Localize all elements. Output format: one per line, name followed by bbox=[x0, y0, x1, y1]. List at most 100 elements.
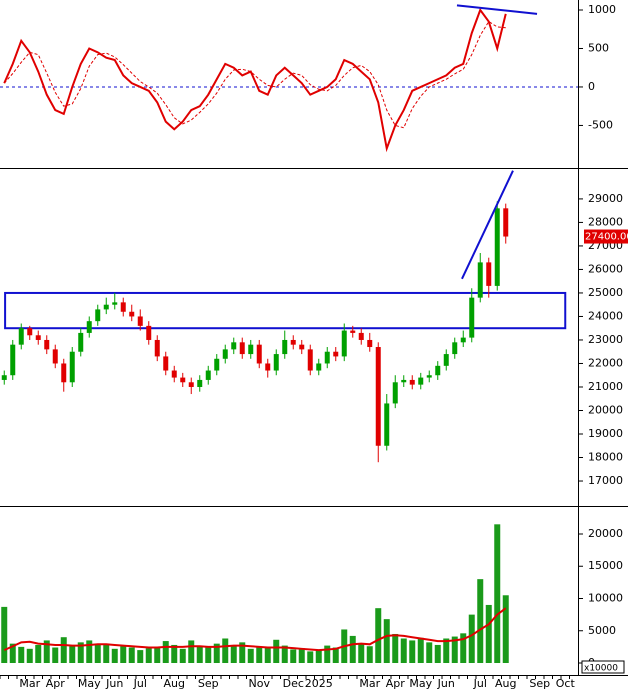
volume-bar bbox=[145, 648, 152, 664]
candle-body bbox=[1, 375, 7, 380]
volume-bar bbox=[213, 643, 220, 664]
volume-bar bbox=[247, 648, 254, 664]
candle-body bbox=[112, 302, 118, 305]
y-tick-label: 21000 bbox=[588, 380, 623, 393]
volume-bar bbox=[400, 638, 407, 664]
volume-bar bbox=[307, 651, 314, 664]
candle-body bbox=[231, 342, 237, 350]
volume-bar bbox=[128, 647, 135, 664]
candle-body bbox=[477, 262, 483, 298]
candle-body bbox=[265, 363, 271, 371]
volume-bar bbox=[18, 646, 25, 664]
x-tick-label: Mar bbox=[359, 677, 380, 690]
volume-bar bbox=[179, 648, 186, 664]
trendline bbox=[456, 4, 538, 15]
volume-bar bbox=[60, 637, 67, 664]
volume-bar bbox=[137, 650, 144, 664]
candle-body bbox=[494, 208, 500, 286]
volume-bar bbox=[366, 646, 373, 664]
volume-bar bbox=[409, 640, 416, 664]
candle-body bbox=[27, 328, 33, 336]
x-tick-label: May bbox=[409, 677, 432, 690]
candle-body bbox=[307, 349, 313, 371]
y-tick-label: 28000 bbox=[588, 215, 623, 228]
y-tick-label: 26000 bbox=[588, 262, 623, 275]
candle-body bbox=[486, 262, 492, 286]
candle-body bbox=[137, 316, 143, 326]
volume-bar bbox=[426, 642, 433, 664]
y-tick-label: 19000 bbox=[588, 427, 623, 440]
volume-bar bbox=[417, 637, 424, 664]
candle-body bbox=[163, 356, 169, 371]
y-tick-label: 15000 bbox=[588, 559, 623, 572]
candle-body bbox=[375, 347, 381, 446]
candle-body bbox=[180, 377, 186, 383]
volume-bar bbox=[256, 647, 263, 664]
volume-bar bbox=[154, 646, 161, 664]
volume-bar bbox=[171, 644, 178, 664]
volume-bar bbox=[349, 635, 356, 664]
volume-bar bbox=[86, 640, 93, 664]
unit-label: x10000 bbox=[584, 664, 618, 674]
x-tick-label: Jul bbox=[473, 677, 487, 690]
volume-bar bbox=[477, 579, 484, 664]
candle-body bbox=[256, 344, 262, 364]
candle-body bbox=[341, 330, 347, 357]
x-tick-label: Jul bbox=[133, 677, 147, 690]
candle-body bbox=[282, 339, 288, 355]
x-tick-label: Apr bbox=[46, 677, 66, 690]
volume-bar bbox=[35, 644, 42, 664]
candle-body bbox=[10, 344, 16, 376]
candle-body bbox=[69, 351, 75, 383]
candle-body bbox=[435, 365, 441, 376]
volume-bar bbox=[494, 524, 501, 664]
candle-body bbox=[222, 349, 228, 359]
y-tick-label: 10000 bbox=[588, 591, 623, 604]
candle-body bbox=[443, 354, 449, 366]
volume-bar bbox=[460, 633, 467, 664]
y-tick-label: 24000 bbox=[588, 309, 623, 322]
volume-bar bbox=[196, 645, 203, 664]
candle-body bbox=[452, 342, 458, 355]
candle-body bbox=[214, 358, 220, 371]
candle-body bbox=[503, 208, 509, 237]
y-tick-label: 20000 bbox=[588, 527, 623, 540]
volume-bar bbox=[43, 640, 50, 664]
candle-body bbox=[188, 382, 194, 387]
candle-body bbox=[103, 304, 109, 310]
candle-body bbox=[95, 309, 101, 322]
volume-bar bbox=[264, 646, 271, 664]
volume-bar bbox=[205, 647, 212, 664]
volume-bar bbox=[383, 619, 390, 664]
x-tick-label: Apr bbox=[386, 677, 406, 690]
x-tick-label: Aug bbox=[495, 677, 516, 690]
y-tick-label: 5000 bbox=[588, 624, 616, 637]
y-tick-label: 1000 bbox=[588, 3, 616, 16]
x-tick-label: Nov bbox=[249, 677, 271, 690]
y-tick-label: 23000 bbox=[588, 333, 623, 346]
last-price-box bbox=[584, 229, 628, 244]
candle-body bbox=[273, 354, 279, 371]
y-tick-label: 20000 bbox=[588, 403, 623, 416]
candle-body bbox=[154, 339, 160, 357]
y-tick-label: 29000 bbox=[588, 192, 623, 205]
candle-body bbox=[129, 311, 135, 317]
x-tick-label: 2025 bbox=[305, 677, 333, 690]
volume-bar bbox=[375, 608, 382, 664]
y-tick-label: -500 bbox=[588, 118, 613, 131]
y-tick-label: 25000 bbox=[588, 286, 623, 299]
y-tick-label: 0 bbox=[588, 80, 595, 93]
candle-body bbox=[350, 330, 356, 333]
candle-body bbox=[409, 379, 415, 385]
volume-bar bbox=[502, 595, 509, 664]
candle-body bbox=[392, 382, 398, 404]
volume-bar bbox=[77, 642, 84, 664]
x-tick-label: Sep bbox=[529, 677, 550, 690]
x-tick-label: Jun bbox=[437, 677, 455, 690]
volume-ma-line bbox=[3, 607, 507, 652]
candle-body bbox=[324, 351, 330, 364]
unit-box bbox=[581, 660, 625, 674]
candle-body bbox=[44, 339, 50, 350]
candle-body bbox=[120, 302, 126, 312]
y-tick-label: 22000 bbox=[588, 356, 623, 369]
